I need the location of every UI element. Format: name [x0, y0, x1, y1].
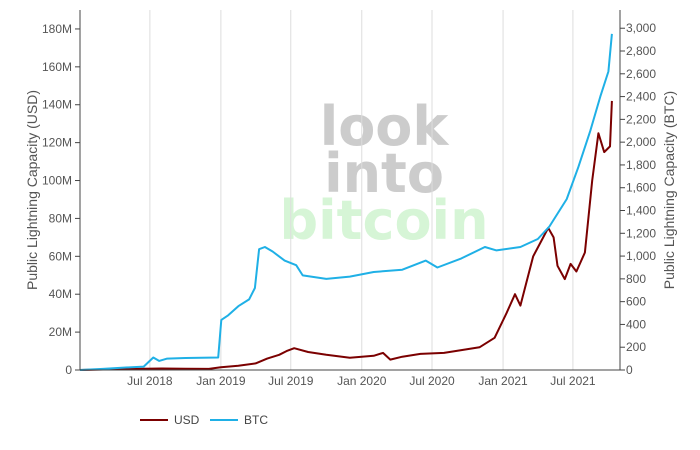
y-left-tick-label: 140M — [42, 98, 72, 112]
y-right-tick-label: 2,600 — [626, 67, 656, 81]
watermark-line-1: into — [324, 142, 444, 205]
x-tick-label: Jul 2019 — [268, 374, 314, 388]
legend[interactable]: USD BTC — [140, 413, 268, 427]
legend-label: BTC — [244, 413, 268, 427]
y-right-tick-label: 200 — [626, 340, 646, 354]
watermark-line-2: bitcoin — [279, 189, 488, 252]
series-btc-line — [79, 33, 613, 371]
x-tick-label: Jul 2018 — [127, 374, 173, 388]
x-tick-label: Jan 2021 — [478, 374, 528, 388]
y-left-tick-label: 160M — [42, 60, 72, 74]
legend-item-usd[interactable]: USD — [140, 413, 200, 427]
y-left-tick-label: 80M — [49, 211, 72, 225]
x-tick-label: Jan 2019 — [196, 374, 246, 388]
y-right-tick-label: 1,400 — [626, 204, 656, 218]
x-tick-label: Jul 2020 — [409, 374, 455, 388]
y-right-tick-label: 0 — [626, 363, 633, 377]
y-left-tick-label: 180M — [42, 22, 72, 36]
y-left-tick-label: 100M — [42, 174, 72, 188]
series-usd-line — [79, 100, 613, 371]
y-right-tick-label: 400 — [626, 317, 646, 331]
x-tick-label: Jul 2021 — [550, 374, 596, 388]
y-left-tick-label: 20M — [49, 325, 72, 339]
axes: Jul 2018 Jan 2019 Jul 2019 Jan 2020 Jul 2020… — [42, 10, 656, 388]
y-right-tick-label: 3,000 — [626, 21, 656, 35]
y-right-tick-label: 600 — [626, 295, 646, 309]
y-axis-right-title: Public Lightning Capacity (BTC) — [661, 91, 677, 289]
y-left-tick-label: 0 — [65, 363, 72, 377]
y-left-tick-label: 120M — [42, 136, 72, 150]
y-right-tick-label: 1,200 — [626, 226, 656, 240]
y-right-tick-label: 1,600 — [626, 181, 656, 195]
x-tick-label: Jan 2020 — [337, 374, 387, 388]
watermark-line-0: look — [320, 95, 450, 158]
y-right-tick-label: 1,800 — [626, 158, 656, 172]
y-left-tick-label: 60M — [49, 249, 72, 263]
y-left-tick-label: 40M — [49, 287, 72, 301]
y-right-tick-label: 2,000 — [626, 135, 656, 149]
y-right-tick-label: 1,000 — [626, 249, 656, 263]
y-axis-left-title: Public Lightning Capacity (USD) — [24, 90, 40, 290]
y-right-tick-label: 2,800 — [626, 44, 656, 58]
y-right-tick-label: 2,200 — [626, 112, 656, 126]
y-right-tick-label: 800 — [626, 272, 646, 286]
legend-label: USD — [174, 413, 200, 427]
grid — [149, 10, 574, 370]
plot-area — [79, 33, 613, 371]
y-right-tick-label: 2,400 — [626, 90, 656, 104]
legend-item-btc[interactable]: BTC — [210, 413, 268, 427]
